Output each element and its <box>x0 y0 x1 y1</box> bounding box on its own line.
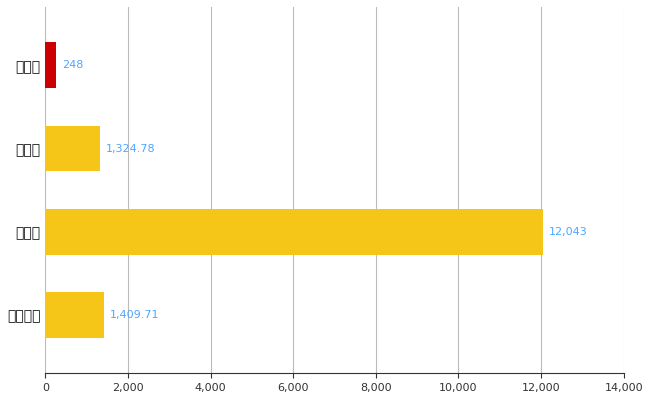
Text: 248: 248 <box>62 60 83 70</box>
Bar <box>46 42 55 88</box>
Text: 1,324.78: 1,324.78 <box>106 144 156 154</box>
Bar <box>46 126 100 172</box>
Bar <box>46 292 103 338</box>
Text: 1,409.71: 1,409.71 <box>110 310 159 320</box>
Bar <box>46 209 543 255</box>
Text: 12,043: 12,043 <box>549 227 588 237</box>
